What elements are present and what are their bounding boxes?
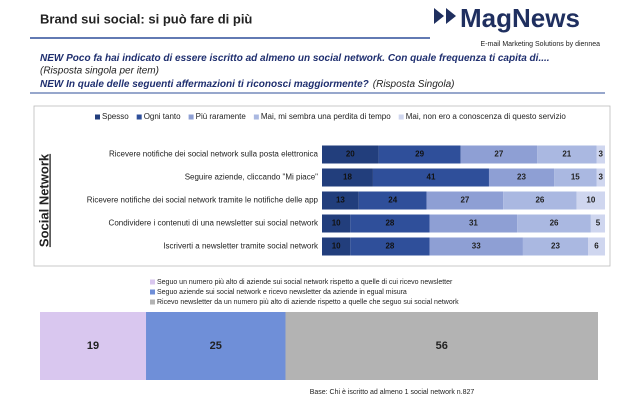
- bar-segment: [588, 237, 605, 256]
- legend-label: Più raramente: [196, 112, 247, 121]
- data-label: 15: [571, 173, 580, 182]
- bar-segment: [596, 145, 605, 164]
- y-axis-label: Social Network: [36, 153, 51, 247]
- bar-segment: [358, 191, 427, 210]
- logo: MagNews: [460, 3, 580, 33]
- logo-tagline: E-mail Marketing Solutions by diennea: [481, 41, 601, 48]
- data-label: 33: [472, 242, 481, 251]
- slide-title: Brand sui social: si può fare di più: [40, 11, 252, 26]
- bar-segment: [554, 168, 597, 187]
- data-label: 21: [562, 150, 571, 159]
- legend-label: Seguo un numero più alto di aziende sui …: [157, 279, 453, 286]
- legend-label: Ogni tanto: [144, 112, 181, 121]
- bar-segment: [378, 145, 461, 164]
- logo-mark: [434, 8, 456, 24]
- legend-swatch: [150, 299, 155, 305]
- legend-swatch: [95, 114, 100, 120]
- data-label: 26: [535, 196, 544, 205]
- data-label: 29: [415, 150, 424, 159]
- footnote: Base: Chi è iscritto ad almeno 1 social …: [310, 389, 475, 396]
- legend-swatch: [398, 114, 404, 120]
- bar-segment: [517, 214, 591, 233]
- data-label: 19: [87, 340, 99, 352]
- legend-label: Ricevo newsletter da un numero più alto …: [157, 299, 459, 306]
- data-label: 3: [599, 150, 604, 159]
- data-label: 23: [551, 242, 560, 251]
- category-label: Condividere i contenuti di una newslette…: [109, 219, 319, 228]
- legend-swatch: [253, 114, 259, 120]
- data-label: 28: [385, 242, 394, 251]
- bar-segment: [429, 214, 518, 233]
- bar-segment: [460, 145, 538, 164]
- data-label: 20: [346, 150, 355, 159]
- legend-label: Spesso: [102, 112, 129, 121]
- data-label: 6: [594, 242, 599, 251]
- question-text: NEW In quale delle seguenti affermazioni…: [40, 79, 369, 90]
- question-note: (Risposta singola per item): [40, 66, 159, 77]
- bar-segment: [350, 214, 430, 233]
- legend-label: Seguo aziende sui social network e ricev…: [157, 289, 407, 296]
- bar-segment: [590, 214, 605, 233]
- data-label: 41: [427, 173, 436, 182]
- data-label: 25: [210, 340, 222, 352]
- bar-segment: [503, 191, 577, 210]
- question-text: NEW Poco fa hai indicato di essere iscri…: [40, 53, 550, 64]
- category-label: Iscriverti a newsletter tramite social n…: [163, 242, 319, 251]
- bar-segment: [146, 312, 286, 380]
- data-label: 24: [388, 196, 397, 205]
- legend-swatch: [150, 289, 155, 295]
- bar-segment: [322, 237, 351, 256]
- data-label: 28: [385, 219, 394, 228]
- data-label: 26: [550, 219, 559, 228]
- data-label: 27: [460, 196, 469, 205]
- bar-segment: [426, 191, 504, 210]
- data-label: 23: [517, 173, 526, 182]
- legend-swatch: [150, 279, 155, 285]
- data-label: 10: [332, 242, 341, 251]
- question: NEW Poco fa hai indicato di essere iscri…: [40, 53, 550, 64]
- bar-segment: [322, 168, 373, 187]
- bar-segment: [322, 191, 359, 210]
- legend-label: Mai, non ero a conoscenza di questo serv…: [406, 112, 567, 121]
- data-label: 13: [336, 196, 345, 205]
- data-label: 3: [599, 173, 604, 182]
- bar-segment: [40, 312, 147, 380]
- bar-segment: [322, 214, 351, 233]
- category-label: Ricevere notifiche dei social network su…: [109, 150, 319, 159]
- legend-swatch: [188, 114, 194, 120]
- data-label: 31: [469, 219, 478, 228]
- bar-segment: [372, 168, 489, 187]
- data-label: 5: [596, 219, 601, 228]
- data-label: 56: [436, 340, 448, 352]
- bar-segment: [285, 312, 598, 380]
- data-label: 27: [494, 150, 503, 159]
- question: NEW In quale delle seguenti affermazioni…: [40, 79, 454, 90]
- bar-segment: [322, 145, 379, 164]
- bar-segment: [429, 237, 523, 256]
- bar-segment: [522, 237, 589, 256]
- data-label: 18: [343, 173, 352, 182]
- bar-segment: [488, 168, 555, 187]
- category-label: Ricevere notifiche dei social network tr…: [87, 196, 319, 205]
- bar-segment: [350, 237, 430, 256]
- legend-swatch: [136, 114, 142, 120]
- data-label: 10: [332, 219, 341, 228]
- legend-label: Mai, mi sembra una perdita di tempo: [261, 112, 391, 121]
- chart-frame: [33, 105, 611, 267]
- bar-segment: [576, 191, 605, 210]
- bar-segment: [537, 145, 597, 164]
- bar-segment: [596, 168, 605, 187]
- category-label: Seguire aziende, cliccando "Mi piace": [185, 173, 318, 182]
- question-note: (Risposta Singola): [373, 79, 455, 90]
- data-label: 10: [586, 196, 595, 205]
